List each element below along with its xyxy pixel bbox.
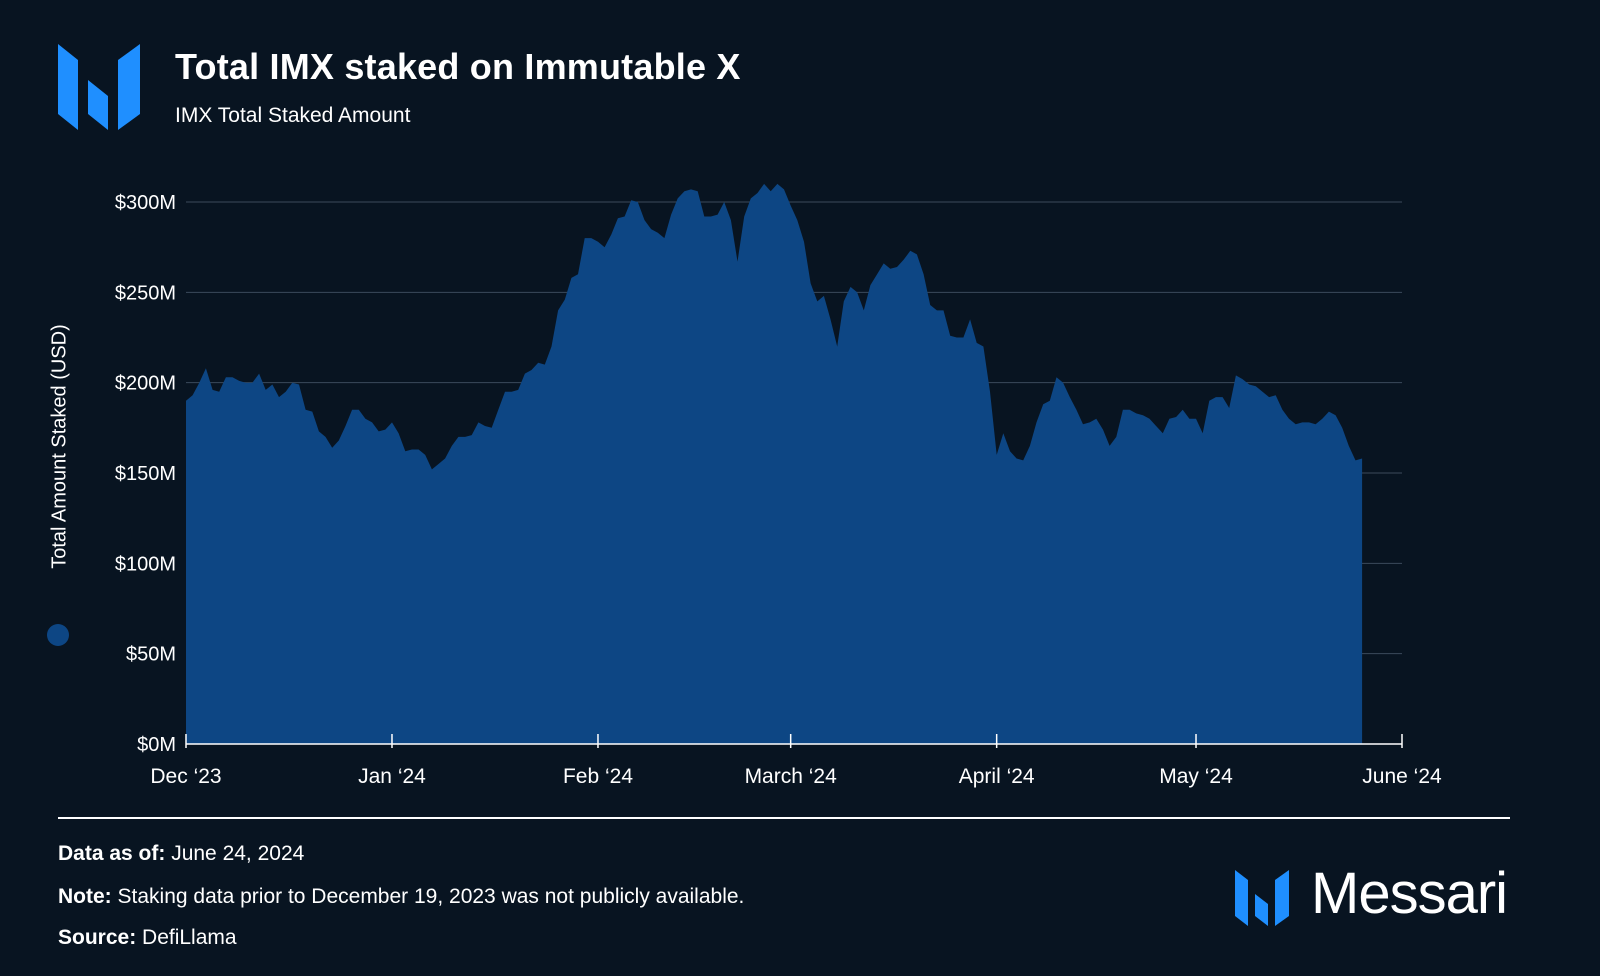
chart-subtitle: IMX Total Staked Amount (175, 104, 411, 127)
footer-source: Source: DefiLlama (58, 926, 237, 950)
note-value: Staking data prior to December 19, 2023 … (117, 885, 745, 908)
footer-note: Note: Staking data prior to December 19,… (58, 885, 744, 909)
series-area (186, 183, 1363, 744)
legend-swatch (47, 624, 69, 646)
x-tick-label: Dec ‘23 (150, 765, 221, 788)
y-tick-label: $0M (137, 734, 176, 756)
x-tick-label: April ‘24 (959, 765, 1035, 788)
note-label: Note: (58, 885, 112, 908)
x-tick-label: June ‘24 (1362, 765, 1442, 788)
y-tick-label: $200M (115, 373, 176, 395)
x-tick-label: March ‘24 (745, 765, 838, 788)
footer-divider (58, 817, 1510, 819)
immutable-x-logo-icon (58, 44, 140, 130)
y-axis-label: Total Amount Staked (USD) (48, 324, 71, 569)
y-axis-label-container: Total Amount Staked (USD) (40, 280, 80, 620)
axes: $0M $50M $100M $150M $200M $250M $300M Dec ‘23 J… (115, 192, 1442, 788)
x-tick-label: May ‘24 (1159, 765, 1233, 788)
y-tick-label: $300M (115, 192, 176, 214)
data-as-of-value: June 24, 2024 (171, 842, 305, 865)
y-tick-label: $50M (126, 644, 176, 666)
y-tick-label: $100M (115, 553, 176, 575)
source-value: DefiLlama (142, 926, 237, 949)
y-tick-label: $150M (115, 463, 176, 485)
messari-brand: Messari (1235, 861, 1525, 932)
messari-wordmark: Messari (1311, 861, 1508, 926)
y-tick-label: $250M (115, 282, 176, 304)
source-label: Source: (58, 926, 137, 949)
chart-title: Total IMX staked on Immutable X (175, 46, 741, 87)
footer-data-as-of: Data as of: June 24, 2024 (58, 842, 304, 866)
messari-logo-icon (1235, 870, 1289, 926)
x-tick-label: Feb ‘24 (563, 765, 633, 788)
x-tick-label: Jan ‘24 (358, 765, 426, 788)
data-as-of-label: Data as of: (58, 842, 166, 865)
